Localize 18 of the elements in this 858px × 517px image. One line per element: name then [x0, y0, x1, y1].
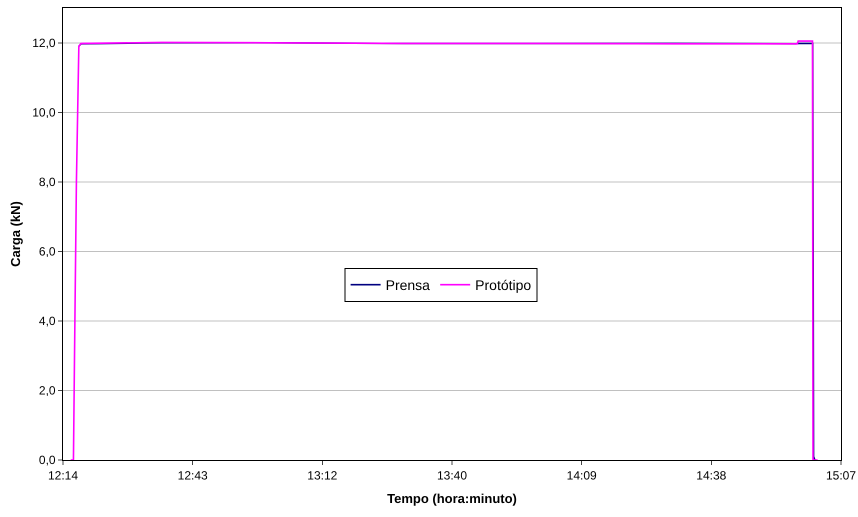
y-tick-label: 0,0	[38, 453, 56, 468]
x-tick-label: 12:43	[178, 468, 208, 482]
x-tick-label: 15:07	[826, 468, 856, 482]
y-tick-label: 10,0	[32, 106, 56, 120]
x-tick-label: 13:12	[307, 468, 338, 482]
y-tick-label: 6,0	[38, 244, 56, 259]
y-tick-label: 2,0	[38, 384, 56, 398]
y-axis-title: Carga (kN)	[8, 201, 24, 267]
y-tick-label: 4,0	[38, 314, 56, 328]
legend-label: Prensa	[386, 277, 430, 294]
x-tick-label: 14:38	[696, 468, 727, 482]
y-tick-label: 12,0	[32, 36, 56, 50]
x-tick-label: 13:40	[436, 468, 468, 482]
legend-label: Protótipo	[475, 277, 532, 294]
x-tick-label: 12:14	[48, 468, 78, 482]
x-axis-title: Tempo (hora:minuto)	[387, 491, 517, 506]
x-tick-label: 14:09	[566, 468, 598, 482]
y-tick-label: 8,0	[38, 175, 56, 190]
